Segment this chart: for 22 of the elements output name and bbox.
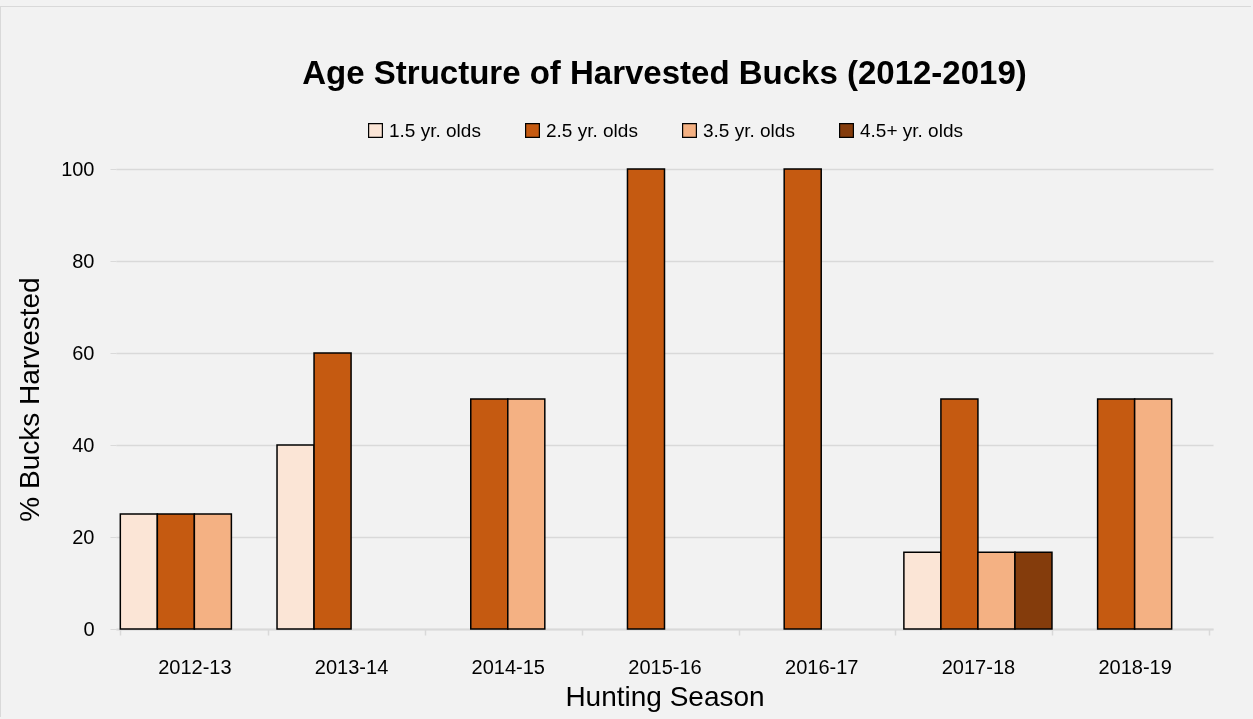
y-tick-label: 40 xyxy=(72,433,95,456)
x-tick-label: 2016-17 xyxy=(785,655,859,678)
x-tick-label: 2013-14 xyxy=(314,655,389,678)
chart-title: Age Structure of Harvested Bucks (2012-2019) xyxy=(302,54,1027,91)
legend-label: 4.5+ yr. olds xyxy=(860,119,963,141)
x-tick-label: 2015-16 xyxy=(628,655,702,678)
x-tick-label: 2014-15 xyxy=(471,655,545,678)
x-axis-title: Hunting Season xyxy=(565,680,765,712)
legend-label: 3.5 yr. olds xyxy=(703,119,795,141)
bar xyxy=(626,168,666,630)
x-tick-label: 2012-13 xyxy=(158,655,232,678)
bar xyxy=(783,168,822,630)
y-tick-label: 100 xyxy=(61,157,95,180)
y-tick-label: 60 xyxy=(72,341,95,364)
x-tick-label: 2018-19 xyxy=(1098,655,1172,678)
legend-label: 2.5 yr. olds xyxy=(546,119,638,141)
legend-label: 1.5 yr. olds xyxy=(389,119,481,141)
y-tick-label: 80 xyxy=(72,249,95,272)
y-tick-label: 0 xyxy=(83,617,95,640)
y-axis-title: % Bucks Harvested xyxy=(14,277,46,522)
y-tick-label: 20 xyxy=(72,525,95,548)
x-tick-label: 2017-18 xyxy=(941,655,1016,678)
